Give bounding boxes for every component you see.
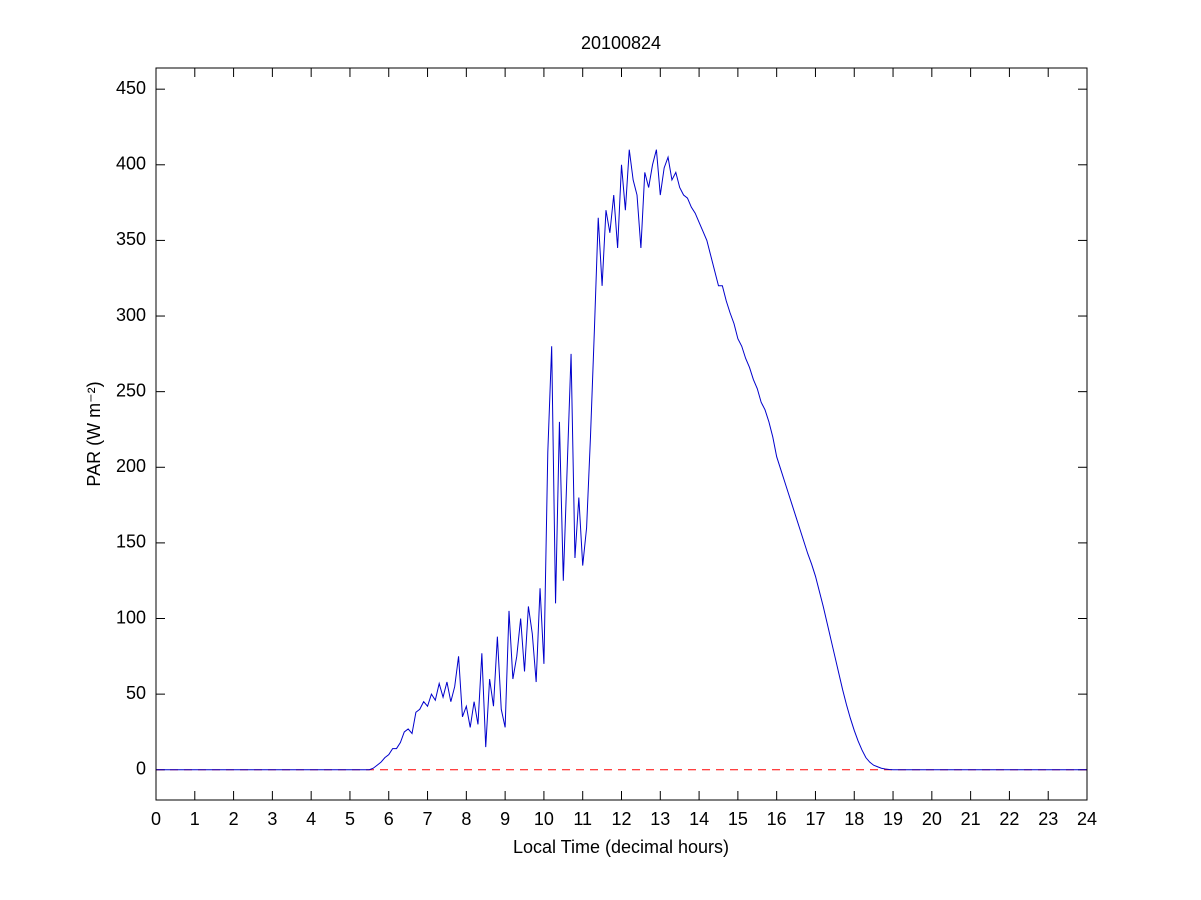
x-tick-label: 7	[423, 809, 433, 829]
x-tick-label: 5	[345, 809, 355, 829]
x-tick-label: 16	[767, 809, 787, 829]
x-tick-label: 19	[883, 809, 903, 829]
x-tick-label: 6	[384, 809, 394, 829]
x-tick-label: 22	[999, 809, 1019, 829]
x-tick-label: 10	[534, 809, 554, 829]
x-tick-label: 12	[611, 809, 631, 829]
y-tick-label: 450	[116, 78, 146, 98]
x-tick-label: 24	[1077, 809, 1097, 829]
plot-frame	[155, 67, 1088, 801]
y-tick-label: 250	[116, 380, 146, 400]
x-axis-label: Local Time (decimal hours)	[513, 837, 729, 857]
x-tick-label: 0	[151, 809, 161, 829]
x-tick-label: 2	[229, 809, 239, 829]
y-tick-label: 0	[136, 759, 146, 779]
x-tick-label: 18	[844, 809, 864, 829]
chart-title: 20100824	[581, 33, 661, 53]
x-tick-label: 21	[961, 809, 981, 829]
x-tick-label: 23	[1038, 809, 1058, 829]
y-tick-label: 100	[116, 607, 146, 627]
y-tick-label: 350	[116, 229, 146, 249]
x-tick-label: 11	[573, 809, 592, 829]
x-tick-label: 8	[461, 809, 471, 829]
x-tick-label: 17	[805, 809, 825, 829]
x-tick-label: 4	[306, 809, 316, 829]
x-tick-label: 1	[190, 809, 200, 829]
x-tick-label: 14	[689, 809, 709, 829]
data-line	[156, 149, 1087, 771]
y-tick-label: 50	[126, 683, 146, 703]
x-tick-label: 20	[922, 809, 942, 829]
x-tick-label: 15	[728, 809, 748, 829]
x-tick-label: 13	[650, 809, 670, 829]
y-tick-label: 400	[116, 154, 146, 174]
y-tick-label: 200	[116, 456, 146, 476]
y-axis-label: PAR (W m⁻²)	[84, 381, 104, 486]
y-tick-label: 300	[116, 305, 146, 325]
x-tick-label: 3	[267, 809, 277, 829]
x-tick-label: 9	[500, 809, 510, 829]
y-tick-label: 150	[116, 532, 146, 552]
